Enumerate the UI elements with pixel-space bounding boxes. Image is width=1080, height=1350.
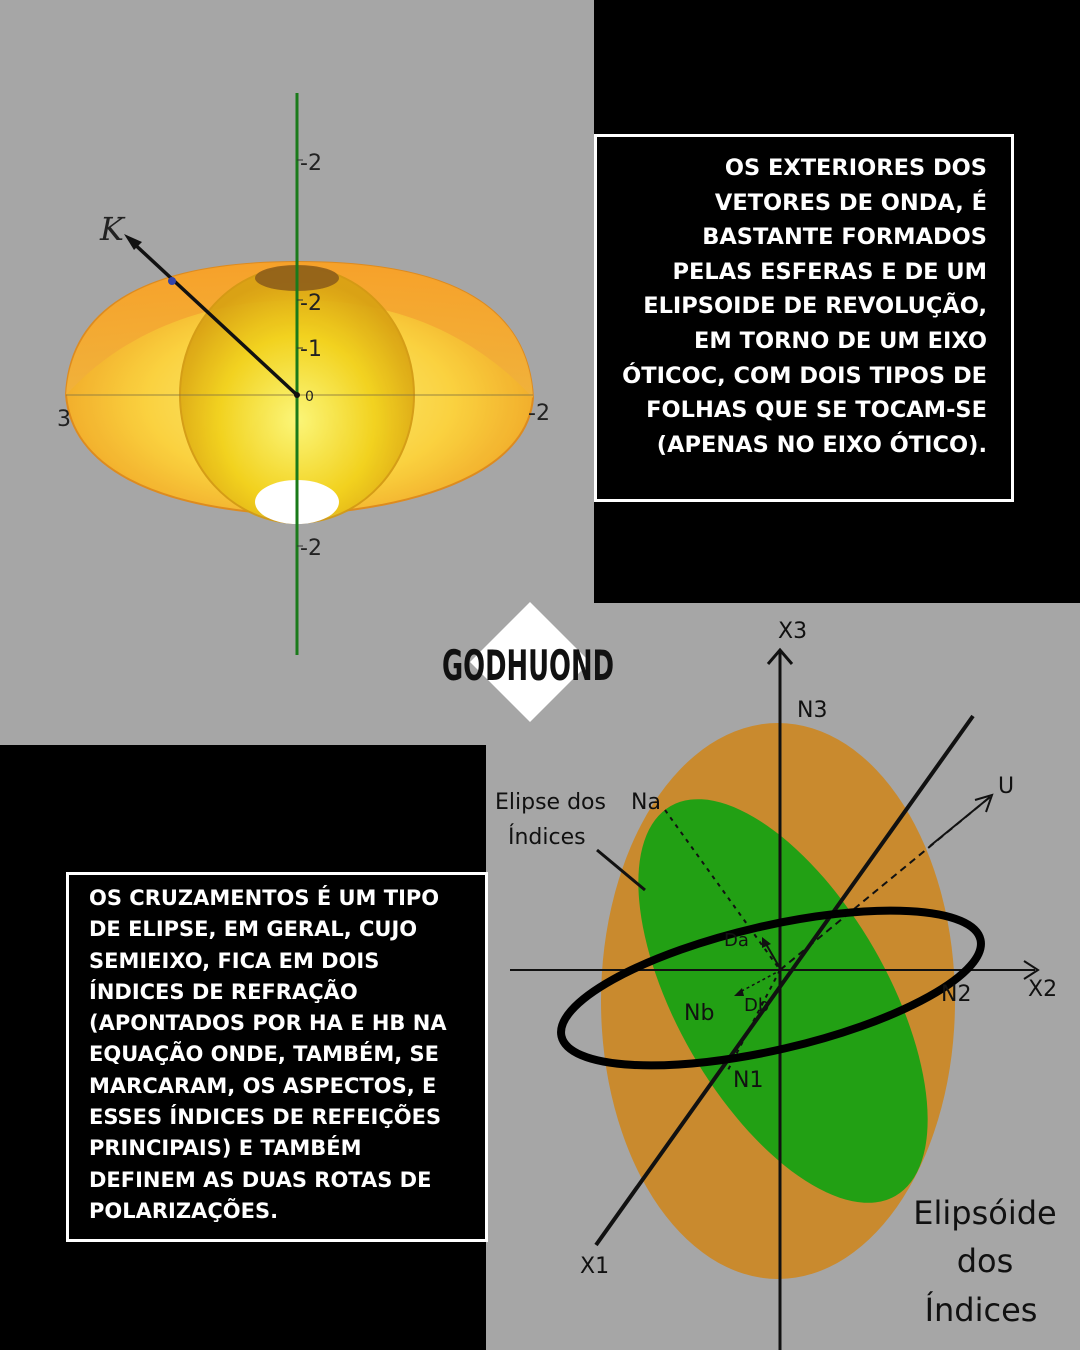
label-nb: Nb — [684, 1001, 714, 1026]
label-u: U — [998, 774, 1014, 799]
k-vector-label: K — [99, 210, 126, 248]
label-x1: X1 — [580, 1254, 609, 1279]
axis-x2-arrowhead — [1023, 960, 1040, 980]
tick-label-right: -2 — [528, 401, 550, 426]
tick-label-top: -2 — [300, 151, 322, 176]
top-paragraph: OS EXTERIORES DOS VETORES DE ONDA, É BAS… — [622, 155, 987, 458]
ellipse-label-line2: Índices — [508, 824, 586, 850]
ellipsoid-label-line3: Índices — [925, 1291, 1038, 1329]
top-description-box: OS EXTERIORES DOS VETORES DE ONDA, É BAS… — [594, 134, 1014, 502]
axis-u-arrowhead — [974, 793, 994, 813]
tick-label-left: 3 — [57, 407, 71, 432]
db-vector — [737, 969, 782, 994]
label-x3: X3 — [778, 619, 807, 644]
bottom-description-box: OS CRUZAMENTOS É UM TIPO DE ELIPSE, EM G… — [66, 872, 488, 1242]
label-db: Db — [744, 995, 769, 1016]
ellipse-label-pointer — [596, 848, 646, 892]
tick-label-minus-one: -1 — [300, 337, 322, 362]
index-ellipse — [638, 799, 928, 1203]
ellipsoid-label-line1: Elipsóide — [913, 1194, 1056, 1232]
da-vector — [765, 943, 782, 971]
label-na: Na — [631, 790, 661, 815]
axis-u-solid — [929, 796, 991, 847]
bottom-paragraph: OS CRUZAMENTOS É UM TIPO DE ELIPSE, EM G… — [89, 886, 447, 1223]
outer-sheet-cap — [66, 262, 533, 398]
k-vector-arrowhead — [124, 234, 142, 250]
axis-u — [779, 796, 991, 971]
ellipse-label-line1: Elipse dos — [495, 790, 606, 815]
label-n3: N3 — [797, 698, 827, 723]
tick-label-origin: 0 — [305, 389, 314, 405]
label-x2: X2 — [1028, 977, 1057, 1002]
label-n1: N1 — [733, 1068, 763, 1093]
ellipsoid-label-line2: dos — [957, 1242, 1014, 1280]
k-vector — [128, 238, 299, 397]
wave-surface-plot: -2 -2 -1 0 3 -2 -2 K — [57, 93, 550, 655]
tick-label-upper-mid: -2 — [300, 291, 322, 316]
axis-x1 — [594, 714, 975, 1247]
axis-x3-arrowhead — [766, 647, 794, 665]
intersection-ring — [557, 906, 985, 1070]
label-da: Da — [724, 930, 749, 951]
tick-label-bottom: -2 — [300, 536, 322, 561]
label-n2: N2 — [941, 982, 971, 1007]
